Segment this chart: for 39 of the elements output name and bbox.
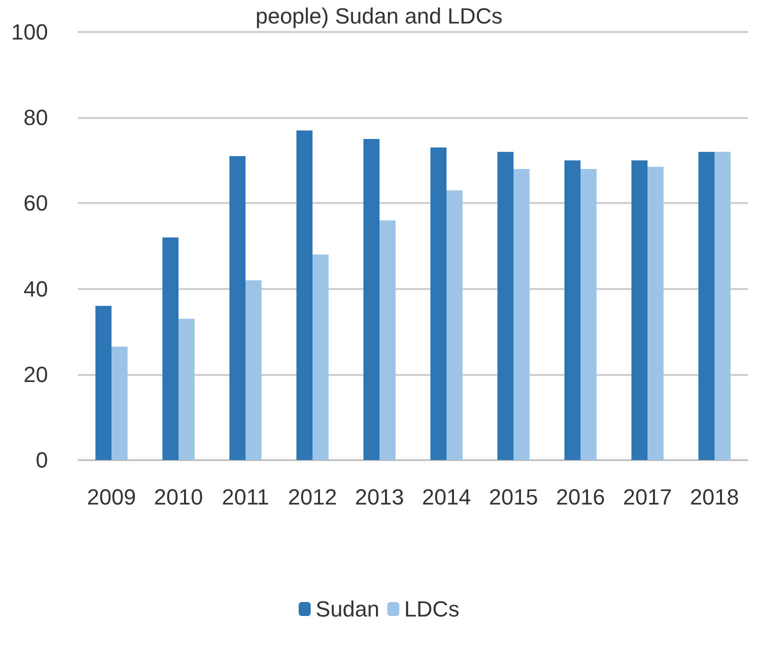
x-tick-label: 2014 <box>422 484 471 510</box>
bar <box>178 318 195 460</box>
bar <box>648 166 664 460</box>
bar <box>514 168 530 460</box>
bar <box>95 306 112 460</box>
y-tick-label: 40 <box>24 276 48 302</box>
y-tick-label: 100 <box>11 20 48 44</box>
bar <box>631 160 648 460</box>
x-tick-label: 2018 <box>690 484 739 510</box>
bar <box>714 152 731 460</box>
x-tick-label: 2011 <box>222 484 270 510</box>
bar <box>363 139 380 460</box>
x-tick-label: 2009 <box>87 484 136 510</box>
x-tick-label: 2013 <box>355 484 404 510</box>
bar <box>580 168 597 460</box>
x-tick-label: 2017 <box>623 484 672 510</box>
bar <box>246 280 262 460</box>
bar <box>229 156 246 460</box>
y-tick-label: 60 <box>24 190 48 216</box>
bar <box>430 148 446 460</box>
bar <box>497 152 514 460</box>
x-tick-label: 2012 <box>288 484 337 510</box>
bar <box>564 160 580 460</box>
bar <box>162 237 178 460</box>
bar <box>698 152 714 460</box>
bar <box>446 190 463 460</box>
x-tick-label: 2016 <box>556 484 605 510</box>
x-tick-label: 2010 <box>154 484 203 510</box>
y-tick-label: 20 <box>24 362 48 387</box>
bar <box>296 130 312 460</box>
y-tick-label: 80 <box>24 105 48 130</box>
x-tick-label: 2015 <box>489 484 538 510</box>
y-tick-label: 0 <box>36 448 48 472</box>
bar <box>312 254 329 460</box>
chart-title: people) Sudan and LDCs <box>255 4 503 28</box>
legend-label: Sudan <box>316 596 380 622</box>
legend-label: LDCs <box>404 596 460 622</box>
bar <box>112 346 128 460</box>
bar <box>380 220 396 460</box>
